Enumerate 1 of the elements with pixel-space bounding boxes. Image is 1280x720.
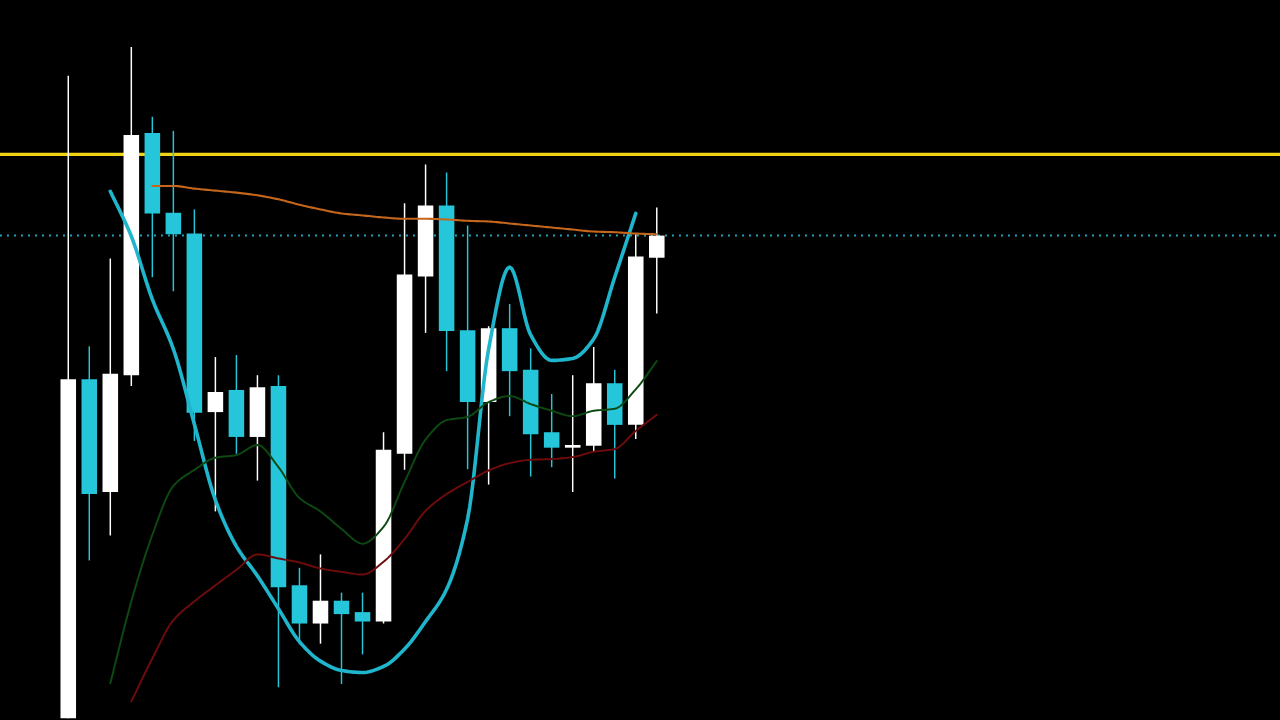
candlestick bbox=[649, 207, 665, 314]
